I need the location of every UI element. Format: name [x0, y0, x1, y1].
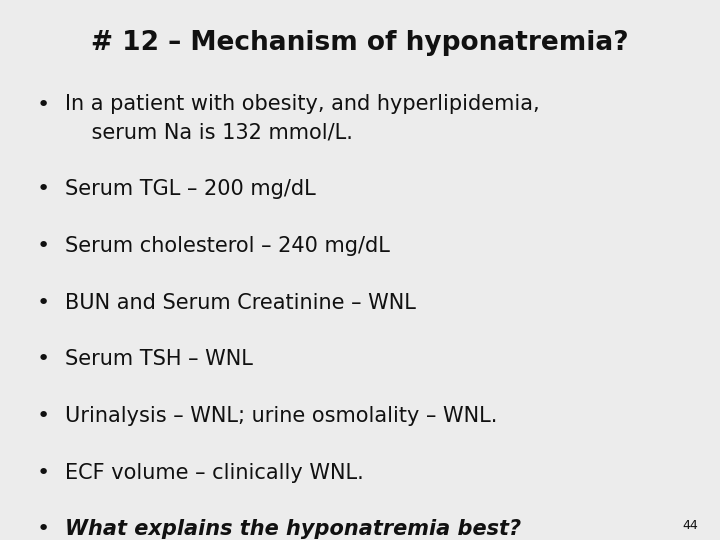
Text: What explains the hyponatremia best?: What explains the hyponatremia best?: [65, 519, 521, 539]
Text: Serum cholesterol – 240 mg/dL: Serum cholesterol – 240 mg/dL: [65, 236, 390, 256]
Text: •: •: [37, 293, 50, 313]
Text: ECF volume – clinically WNL.: ECF volume – clinically WNL.: [65, 463, 364, 483]
Text: •: •: [37, 94, 50, 114]
Text: •: •: [37, 406, 50, 426]
Text: # 12 – Mechanism of hyponatremia?: # 12 – Mechanism of hyponatremia?: [91, 30, 629, 56]
Text: Urinalysis – WNL; urine osmolality – WNL.: Urinalysis – WNL; urine osmolality – WNL…: [65, 406, 498, 426]
Text: Serum TGL – 200 mg/dL: Serum TGL – 200 mg/dL: [65, 179, 315, 199]
Text: 44: 44: [683, 519, 698, 532]
Text: In a patient with obesity, and hyperlipidemia,: In a patient with obesity, and hyperlipi…: [65, 94, 539, 114]
Text: •: •: [37, 349, 50, 369]
Text: serum Na is 132 mmol/L.: serum Na is 132 mmol/L.: [65, 123, 353, 143]
Text: •: •: [37, 463, 50, 483]
Text: Serum TSH – WNL: Serum TSH – WNL: [65, 349, 253, 369]
Text: •: •: [37, 236, 50, 256]
Text: •: •: [37, 179, 50, 199]
Text: •: •: [37, 519, 50, 539]
Text: BUN and Serum Creatinine – WNL: BUN and Serum Creatinine – WNL: [65, 293, 415, 313]
